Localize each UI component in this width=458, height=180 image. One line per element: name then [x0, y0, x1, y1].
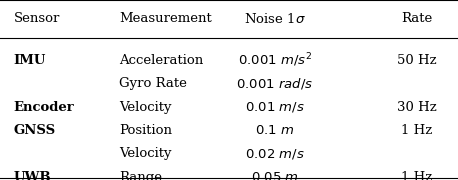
Text: Measurement: Measurement — [119, 12, 212, 25]
Text: $0.02\ m/s$: $0.02\ m/s$ — [245, 147, 305, 161]
Text: 1 Hz: 1 Hz — [401, 124, 432, 137]
Text: 30 Hz: 30 Hz — [397, 101, 436, 114]
Text: Acceleration: Acceleration — [119, 54, 203, 67]
Text: GNSS: GNSS — [14, 124, 56, 137]
Text: 1 Hz: 1 Hz — [401, 171, 432, 180]
Text: Gyro Rate: Gyro Rate — [119, 77, 187, 90]
Text: Noise 1$\sigma$: Noise 1$\sigma$ — [244, 12, 305, 26]
Text: $0.001\ m/s^2$: $0.001\ m/s^2$ — [238, 51, 312, 69]
Text: $0.05\ m$: $0.05\ m$ — [251, 171, 299, 180]
Text: Position: Position — [119, 124, 172, 137]
Text: $0.01\ m/s$: $0.01\ m/s$ — [245, 100, 305, 114]
Text: $0.001\ rad/s$: $0.001\ rad/s$ — [236, 76, 313, 91]
Text: Range: Range — [119, 171, 162, 180]
Text: $0.1\ m$: $0.1\ m$ — [255, 124, 294, 137]
Text: IMU: IMU — [14, 54, 46, 67]
Text: UWB: UWB — [14, 171, 51, 180]
Text: Encoder: Encoder — [14, 101, 75, 114]
Text: Rate: Rate — [401, 12, 432, 25]
Text: 50 Hz: 50 Hz — [397, 54, 436, 67]
Text: Velocity: Velocity — [119, 147, 172, 160]
Text: Sensor: Sensor — [14, 12, 60, 25]
Text: Velocity: Velocity — [119, 101, 172, 114]
